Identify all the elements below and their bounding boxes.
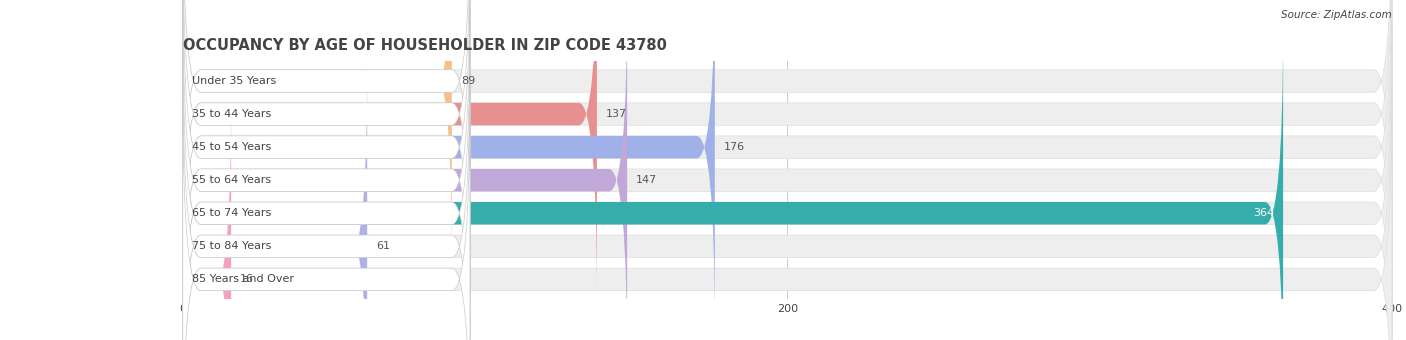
FancyBboxPatch shape — [183, 26, 470, 340]
Text: 55 to 64 Years: 55 to 64 Years — [191, 175, 271, 185]
FancyBboxPatch shape — [183, 26, 1284, 340]
FancyBboxPatch shape — [183, 0, 470, 340]
FancyBboxPatch shape — [183, 92, 470, 340]
FancyBboxPatch shape — [183, 92, 231, 340]
FancyBboxPatch shape — [183, 0, 451, 268]
FancyBboxPatch shape — [183, 0, 1392, 268]
FancyBboxPatch shape — [183, 59, 367, 340]
Text: 45 to 54 Years: 45 to 54 Years — [191, 142, 271, 152]
FancyBboxPatch shape — [183, 0, 470, 301]
FancyBboxPatch shape — [183, 0, 598, 301]
Text: OCCUPANCY BY AGE OF HOUSEHOLDER IN ZIP CODE 43780: OCCUPANCY BY AGE OF HOUSEHOLDER IN ZIP C… — [183, 38, 666, 53]
FancyBboxPatch shape — [183, 0, 470, 334]
FancyBboxPatch shape — [183, 59, 470, 340]
Text: 61: 61 — [377, 241, 391, 251]
Text: 89: 89 — [461, 76, 475, 86]
Text: 65 to 74 Years: 65 to 74 Years — [191, 208, 271, 218]
FancyBboxPatch shape — [183, 92, 1392, 340]
Text: 16: 16 — [240, 274, 254, 284]
Text: 75 to 84 Years: 75 to 84 Years — [191, 241, 271, 251]
FancyBboxPatch shape — [183, 0, 1392, 340]
FancyBboxPatch shape — [183, 0, 714, 334]
FancyBboxPatch shape — [183, 59, 1392, 340]
Text: 85 Years and Over: 85 Years and Over — [191, 274, 294, 284]
Text: 147: 147 — [637, 175, 658, 185]
Text: Source: ZipAtlas.com: Source: ZipAtlas.com — [1281, 10, 1392, 20]
FancyBboxPatch shape — [183, 0, 1392, 334]
FancyBboxPatch shape — [183, 0, 627, 340]
Text: 137: 137 — [606, 109, 627, 119]
Text: 35 to 44 Years: 35 to 44 Years — [191, 109, 271, 119]
FancyBboxPatch shape — [183, 0, 470, 268]
Text: 364: 364 — [1253, 208, 1274, 218]
Text: Under 35 Years: Under 35 Years — [191, 76, 276, 86]
Text: 176: 176 — [724, 142, 745, 152]
FancyBboxPatch shape — [183, 0, 1392, 301]
FancyBboxPatch shape — [183, 26, 1392, 340]
